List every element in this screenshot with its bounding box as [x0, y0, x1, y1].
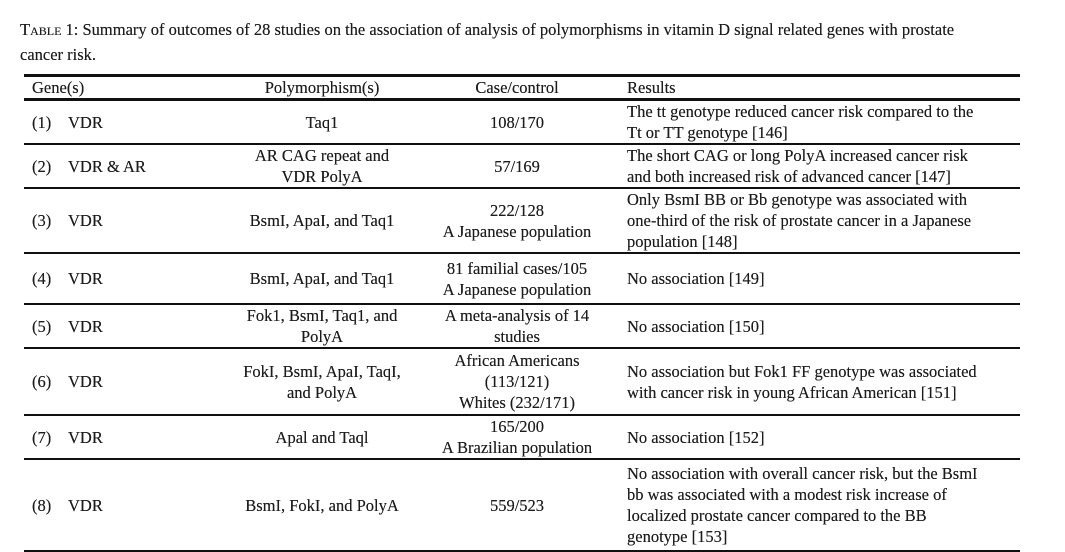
cell-number: (8) — [32, 495, 52, 515]
column-header-genes: Gene(s) — [32, 78, 85, 97]
cell-case-control: 81 familial cases/105 A Japanese populat… — [442, 258, 592, 299]
table-row: (1) VDR Taq1 108/170 The tt genotype red… — [24, 100, 1021, 144]
cell-gene: VDR — [68, 211, 103, 230]
cell-polymorphism: FokI, BsmI, ApaI, TaqI, and PolyA — [243, 361, 401, 402]
table-row: (4) VDR BsmI, ApaI, and Taq1 81 familial… — [24, 253, 1021, 304]
cell-results: Only BsmI BB or Bb genotype was associat… — [627, 190, 972, 251]
cell-gene: VDR — [68, 427, 103, 447]
paper-page: Table 1: Summary of outcomes of 28 studi… — [0, 17, 1065, 552]
cell-case-control: 165/200 A Brazilian population — [441, 417, 593, 457]
cell-polymorphism: Taq1 — [305, 112, 339, 132]
cell-case-control: 222/128 A Japanese population — [442, 200, 592, 241]
cell-gene: VDR — [68, 372, 103, 391]
column-header-polymorphisms: Polymorphism(s) — [264, 78, 380, 97]
header-row: Gene(s) Polymorphism(s) Case/control Res… — [24, 75, 1021, 100]
cell-case-control: A meta-analysis of 14 studies — [444, 306, 590, 346]
table-row: (5) VDR Fok1, BsmI, Taq1, and PolyA A me… — [24, 304, 1021, 348]
cell-number: (2) — [32, 156, 52, 176]
table-row: (6) VDR FokI, BsmI, ApaI, TaqI, and Poly… — [24, 348, 1021, 415]
cell-case-control: 108/170 — [489, 112, 545, 132]
cell-case-control: 57/169 — [494, 156, 540, 176]
cell-results: No association [152] — [627, 427, 765, 447]
studies-table: Gene(s) Polymorphism(s) Case/control Res… — [24, 74, 1021, 552]
table-caption-label: Table 1: — [20, 20, 79, 39]
cell-number: (4) — [32, 269, 52, 288]
cell-number: (6) — [32, 372, 52, 391]
column-header-case-control: Case/control — [475, 78, 559, 97]
cell-gene: VDR — [68, 269, 103, 288]
cell-case-control: African Americans (113/121) Whites (232/… — [454, 351, 580, 412]
cell-results: The tt genotype reduced cancer risk comp… — [627, 102, 974, 142]
cell-gene: VDR & AR — [68, 156, 146, 176]
table-caption: Table 1: Summary of outcomes of 28 studi… — [20, 17, 1050, 67]
cell-polymorphism: AR CAG repeat and VDR PolyA — [254, 146, 390, 186]
cell-polymorphism: Fok1, BsmI, Taq1, and PolyA — [246, 306, 398, 346]
column-header-results: Results — [627, 78, 676, 97]
table-row: (3) VDR BsmI, ApaI, and Taq1 222/128 A J… — [24, 188, 1021, 253]
cell-results: No association [150] — [627, 316, 765, 336]
cell-case-control: 559/523 — [489, 495, 545, 515]
cell-number: (1) — [32, 112, 52, 132]
table-row: (8) VDR BsmI, FokI, and PolyA 559/523 No… — [24, 459, 1021, 551]
cell-number: (3) — [32, 211, 52, 230]
table-caption-text: Summary of outcomes of 28 studies on the… — [20, 20, 955, 64]
cell-results: The short CAG or long PolyA increased ca… — [627, 146, 968, 186]
cell-polymorphism: BsmI, FokI, and PolyA — [245, 495, 399, 515]
cell-results: No association [149] — [627, 269, 765, 288]
cell-results: No association but Fok1 FF genotype was … — [627, 361, 977, 402]
cell-gene: VDR — [68, 112, 103, 132]
table-row: (7) VDR Apal and Taql 165/200 A Brazilia… — [24, 415, 1021, 459]
cell-number: (5) — [32, 316, 52, 336]
cell-polymorphism: BsmI, ApaI, and Taq1 — [249, 211, 395, 230]
cell-number: (7) — [32, 427, 52, 447]
cell-results: No association with overall cancer risk,… — [627, 464, 978, 546]
cell-polymorphism: BsmI, ApaI, and Taq1 — [249, 269, 395, 288]
cell-gene: VDR — [68, 316, 103, 336]
table-row: (2) VDR & AR AR CAG repeat and VDR PolyA… — [24, 144, 1021, 188]
cell-gene: VDR — [68, 495, 103, 515]
cell-polymorphism: Apal and Taql — [275, 427, 369, 447]
